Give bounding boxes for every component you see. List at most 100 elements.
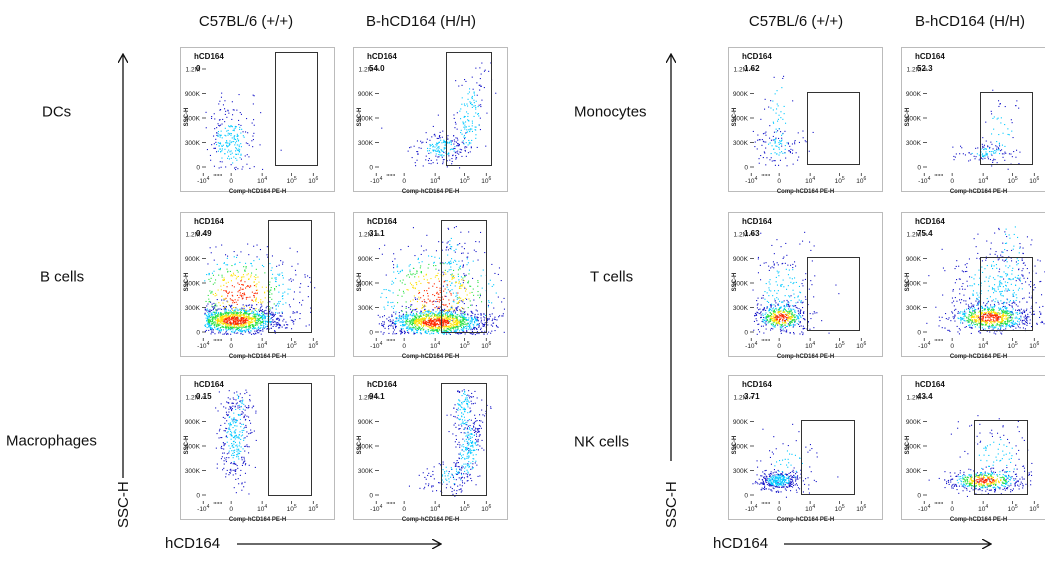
event-point — [769, 142, 771, 144]
event-point — [498, 316, 500, 318]
event-point — [218, 329, 220, 331]
event-point — [417, 323, 419, 325]
event-point — [235, 166, 237, 168]
event-point — [397, 266, 399, 268]
event-point — [462, 312, 464, 314]
event-point — [425, 330, 427, 332]
event-point — [428, 313, 430, 315]
event-point — [244, 481, 246, 483]
event-point — [470, 102, 472, 104]
event-point — [438, 135, 440, 137]
event-point — [441, 475, 443, 477]
event-point — [471, 318, 473, 320]
event-point — [418, 321, 420, 323]
event-point — [448, 478, 450, 480]
event-point — [245, 262, 247, 264]
event-point — [283, 324, 285, 326]
event-point — [282, 261, 284, 263]
event-point — [464, 440, 466, 442]
event-point — [448, 299, 450, 301]
event-point — [231, 275, 233, 277]
event-point — [244, 330, 246, 332]
event-point — [456, 298, 458, 300]
event-point — [438, 329, 440, 331]
event-point — [234, 438, 236, 440]
event-point — [234, 326, 236, 328]
event-point — [476, 420, 478, 422]
event-point — [238, 436, 240, 438]
event-point — [219, 135, 221, 137]
y-tick-label: 300K — [185, 468, 201, 475]
event-point — [457, 473, 459, 475]
event-point — [434, 315, 436, 317]
event-point — [249, 304, 251, 306]
event-point — [440, 464, 442, 466]
event-point — [459, 151, 461, 153]
event-point — [434, 146, 436, 148]
event-point — [758, 158, 760, 160]
event-point — [236, 269, 238, 271]
event-point — [255, 277, 257, 279]
event-point — [403, 292, 405, 294]
event-point — [462, 308, 464, 310]
event-point — [240, 311, 242, 313]
event-point — [227, 318, 229, 320]
event-point — [441, 156, 443, 158]
event-point — [245, 331, 247, 333]
event-point — [269, 289, 271, 291]
event-point — [219, 320, 221, 322]
event-point — [233, 310, 235, 312]
event-point — [244, 310, 246, 312]
event-point — [439, 326, 441, 328]
event-point — [470, 429, 472, 431]
event-point — [455, 438, 457, 440]
event-point — [272, 319, 274, 321]
event-point — [480, 313, 482, 315]
event-point — [421, 307, 423, 309]
event-point — [446, 312, 448, 314]
event-point — [237, 310, 239, 312]
event-point — [214, 327, 216, 329]
event-point — [464, 457, 466, 459]
event-point — [775, 145, 777, 147]
event-point — [251, 310, 253, 312]
event-point — [233, 320, 235, 322]
event-point — [414, 319, 416, 321]
event-point — [239, 126, 241, 128]
event-point — [491, 320, 493, 322]
event-point — [390, 320, 392, 322]
event-point — [210, 320, 212, 322]
event-point — [234, 432, 236, 434]
event-point — [476, 318, 478, 320]
event-point — [439, 313, 441, 315]
event-point — [436, 331, 438, 333]
event-point — [408, 321, 410, 323]
event-point — [455, 323, 457, 325]
event-point — [432, 285, 434, 287]
event-point — [231, 137, 233, 139]
event-point — [275, 280, 277, 282]
event-point — [215, 322, 217, 324]
event-point — [475, 67, 477, 69]
event-point — [444, 141, 446, 143]
event-point — [774, 152, 776, 154]
event-point — [230, 125, 232, 127]
event-point — [474, 334, 476, 336]
event-point — [479, 434, 481, 436]
event-point — [235, 142, 237, 144]
event-point — [233, 274, 235, 276]
event-point — [464, 470, 466, 472]
event-point — [239, 112, 241, 114]
event-point — [229, 151, 231, 153]
event-point — [234, 263, 236, 265]
event-point — [408, 324, 410, 326]
event-point — [247, 446, 249, 448]
event-point — [225, 315, 227, 317]
event-point — [472, 444, 474, 446]
event-point — [431, 486, 433, 488]
event-point — [211, 327, 213, 329]
y-tick-label: 300K — [733, 140, 749, 147]
event-point — [392, 322, 394, 324]
event-point — [233, 325, 235, 327]
